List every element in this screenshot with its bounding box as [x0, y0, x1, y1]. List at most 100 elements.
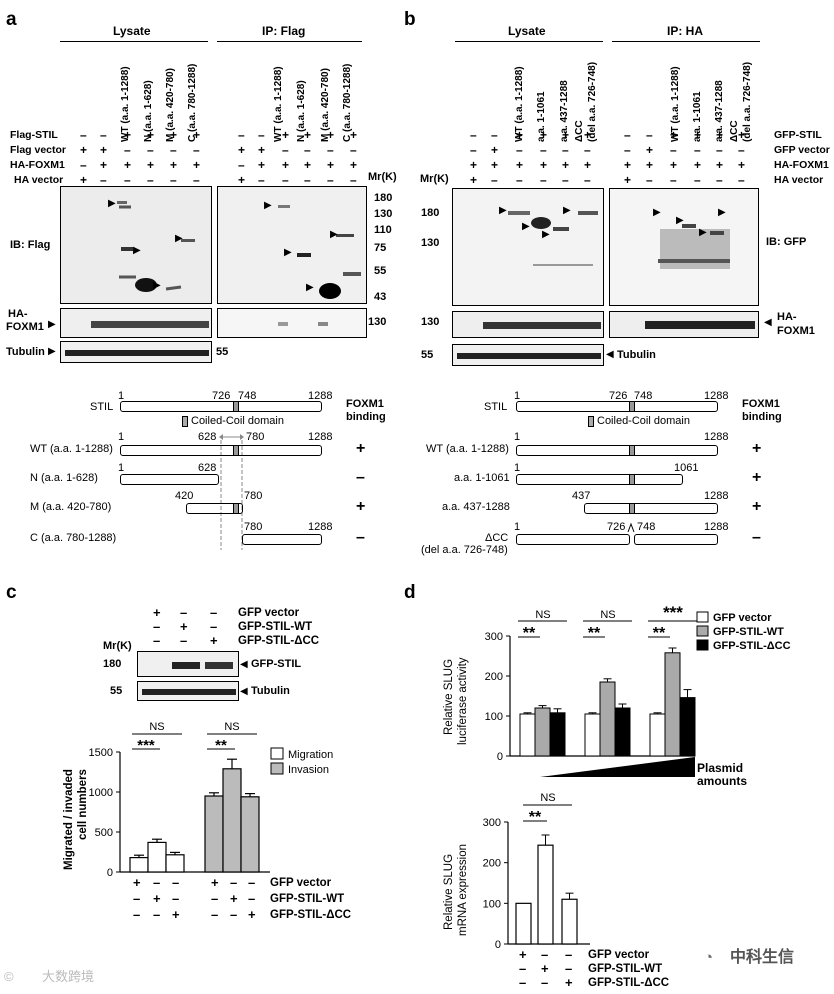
- a-lysate-rule: [60, 41, 208, 42]
- c-bottom-sign: +: [211, 875, 219, 890]
- b-sign-lysate: +: [470, 158, 478, 172]
- a-sign-ip: +: [350, 128, 358, 142]
- d1-top-label: NS: [535, 609, 550, 621]
- b-schema-row-label: a.a. 1-1061: [454, 472, 510, 484]
- a-sign-ip: –: [327, 143, 334, 157]
- a-ip-ha-blot: [217, 308, 367, 338]
- b-s-dcc-bar-left: [516, 534, 630, 545]
- a-sign-lysate: +: [193, 128, 201, 142]
- c-bottom-row-label: GFP-STIL-ΔCC: [270, 909, 352, 921]
- c-bottom-sign: –: [248, 875, 256, 890]
- c-y-tick-label: 500: [95, 827, 113, 839]
- a-schema-binding: –: [356, 469, 365, 486]
- c-bottom-sign: –: [230, 875, 238, 890]
- d2-ylabel-2: mRNA expression: [457, 844, 469, 936]
- a-s-c-n780: 780: [244, 521, 263, 533]
- a-sign-ip: –: [350, 143, 357, 157]
- b-ip-arrow-dcc: ▶: [718, 207, 726, 218]
- b-sign-ip: +: [716, 158, 724, 172]
- b-s-cc-legend: Coiled-Coil domain: [597, 415, 690, 427]
- d-sign: +: [519, 947, 527, 962]
- d2-bar-2: [561, 898, 578, 945]
- a-sign-lysate: –: [80, 158, 87, 172]
- a-sign-ip: +: [350, 158, 358, 172]
- b-ip-header: IP: HA: [667, 24, 703, 38]
- c-top-sign: –: [210, 605, 218, 620]
- a-sign-lysate: –: [170, 143, 177, 157]
- a-s-n1: 1: [118, 390, 125, 402]
- a-sign-ip: +: [327, 158, 335, 172]
- a-ip-arrow-c: ▶: [330, 229, 338, 240]
- d-sign: –: [565, 961, 573, 976]
- a-schema-row-label: WT (a.a. 1-1288): [30, 443, 113, 455]
- b-schema-row-label: a.a. 437-1288: [442, 501, 510, 513]
- b-sign-lysate: +: [540, 158, 548, 172]
- a-mw-180: 180: [374, 192, 393, 204]
- a-mw-130: 130: [374, 208, 393, 220]
- d-row-label: GFP-STIL-WT: [588, 963, 663, 975]
- b-sign-lysate: –: [540, 173, 547, 187]
- a-sign-lysate: +: [147, 158, 155, 172]
- d2-sig-label: **: [529, 809, 542, 826]
- d1-ylabel-2: luciferase activity: [457, 657, 469, 745]
- d-sign: –: [519, 975, 527, 990]
- a-sign-lysate: –: [147, 173, 154, 187]
- a-sign-ip: +: [258, 158, 266, 172]
- b-tubulin-blot: [452, 344, 604, 366]
- b-sign-ip: –: [624, 128, 631, 142]
- a-tubulin-mw: 55: [216, 346, 229, 358]
- b-sign-lysate: +: [584, 158, 592, 172]
- a-sign-lysate: –: [80, 128, 87, 142]
- a-sign-lysate: +: [124, 158, 132, 172]
- panel-b-label: b: [404, 9, 416, 30]
- b-sign-ip: +: [646, 158, 654, 172]
- c-sig-label: ***: [137, 737, 155, 754]
- b-s-437-bar: [584, 503, 718, 514]
- d2-y-tick-label: 0: [495, 939, 501, 951]
- d1-legend-label-2: GFP-STIL-ΔCC: [713, 640, 791, 652]
- d1-legend-swatch-2: [696, 639, 709, 651]
- a-mw-43: 43: [374, 291, 387, 303]
- b-sign-ip: +: [716, 128, 724, 142]
- c-mw-55: 55: [110, 685, 123, 697]
- b-s-wt-n1: 1: [514, 431, 521, 443]
- b-sign-ip: +: [738, 158, 746, 172]
- c-bottom-row-label: GFP-STIL-WT: [270, 893, 345, 905]
- b-ib-label: IB: GFP: [766, 236, 807, 248]
- b-s-fx2: binding: [742, 411, 782, 423]
- c-ylabel-2: cell numbers: [77, 769, 89, 840]
- a-sign-ip: +: [282, 158, 290, 172]
- a-s-n1288: 1288: [308, 390, 333, 402]
- d1-y-tick-label: 100: [485, 711, 503, 723]
- c-sig-label: **: [215, 737, 227, 754]
- a-sign-ip: –: [304, 173, 311, 187]
- b-schema-binding: +: [752, 498, 762, 515]
- d1-y-tick-label: 0: [497, 751, 503, 763]
- c-ns-label: NS: [149, 721, 164, 733]
- a-row-label-0: Flag-STIL: [10, 129, 58, 141]
- a-tubulin-label: Tubulin: [6, 346, 45, 358]
- d-plasmid-1: Plasmid: [697, 761, 744, 775]
- b-sign-ip: –: [694, 143, 701, 157]
- a-tubulin-blot: [60, 341, 212, 363]
- b-sign-lysate: +: [491, 158, 499, 172]
- a-sign-lysate: –: [100, 173, 107, 187]
- a-ha-label-1: HA-: [8, 308, 28, 320]
- a-lysate-header: Lysate: [113, 24, 151, 38]
- b-arrow-1061: ▶: [522, 221, 530, 232]
- c-bottom-sign: –: [211, 907, 219, 922]
- a-sign-ip: +: [304, 158, 312, 172]
- b-s-n1061: 1061: [674, 462, 699, 474]
- a-sign-lysate: +: [193, 158, 201, 172]
- c-legend-invasion: Invasion: [288, 764, 329, 776]
- d2-y-tick-label: 300: [483, 817, 501, 829]
- b-s-n726: 726: [609, 390, 628, 402]
- a-s-n-bar: [120, 474, 219, 485]
- a-sign-lysate: +: [80, 173, 88, 187]
- a-s-n780: 780: [246, 431, 265, 443]
- b-sign-lysate: –: [562, 173, 569, 187]
- b-sign-ip: +: [624, 158, 632, 172]
- d1-y-tick-label: 200: [485, 671, 503, 683]
